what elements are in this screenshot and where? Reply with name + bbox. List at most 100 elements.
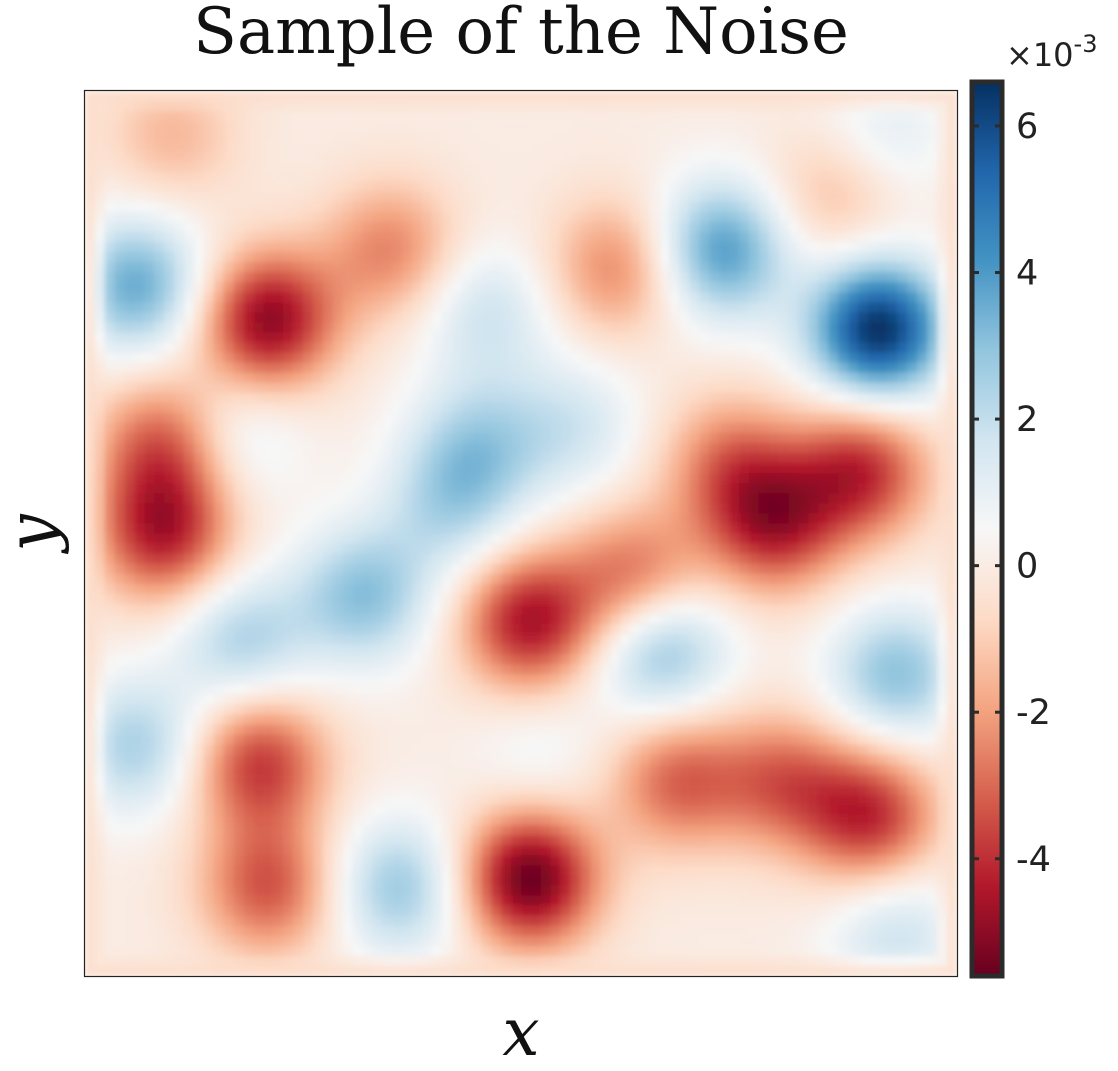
- heatmap-cell: [223, 382, 235, 394]
- heatmap-cell: [689, 634, 700, 645]
- heatmap-cell: [263, 292, 274, 303]
- heatmap-cell: [511, 483, 522, 494]
- heatmap-cell: [610, 563, 621, 575]
- heatmap-cell: [788, 624, 800, 635]
- heatmap-cell: [372, 483, 383, 494]
- heatmap-cell: [203, 272, 215, 283]
- heatmap-cell: [134, 292, 146, 303]
- heatmap-cell: [679, 523, 691, 535]
- heatmap-cell: [679, 241, 691, 253]
- heatmap-cell: [481, 342, 492, 354]
- heatmap-cell: [709, 272, 720, 283]
- heatmap-cell: [94, 654, 106, 665]
- heatmap-cell: [739, 251, 750, 263]
- heatmap-cell: [848, 624, 859, 635]
- heatmap-cell: [818, 161, 829, 173]
- heatmap-cell: [808, 583, 819, 595]
- heatmap-cell: [907, 644, 918, 655]
- heatmap-cell: [828, 312, 839, 323]
- heatmap-cell: [303, 352, 314, 364]
- heatmap-cell: [897, 282, 909, 293]
- heatmap-cell: [332, 261, 344, 273]
- heatmap-cell: [144, 322, 155, 333]
- heatmap-cell: [392, 261, 403, 273]
- heatmap-cell: [788, 634, 800, 645]
- heatmap-cell: [104, 533, 116, 545]
- heatmap-cell: [808, 141, 819, 152]
- heatmap-cell: [699, 442, 710, 454]
- heatmap-cell: [85, 101, 96, 112]
- heatmap-cell: [937, 382, 948, 394]
- heatmap-cell: [372, 553, 383, 565]
- heatmap-cell: [342, 603, 354, 615]
- heatmap-cell: [253, 141, 264, 152]
- heatmap-cell: [174, 292, 185, 303]
- heatmap-cell: [679, 141, 691, 152]
- heatmap-cell: [174, 141, 185, 152]
- heatmap-cell: [114, 91, 126, 102]
- heatmap-cell: [342, 422, 354, 434]
- heatmap-cell: [887, 392, 899, 404]
- heatmap-cell: [798, 181, 809, 193]
- heatmap-cell: [441, 131, 453, 142]
- heatmap-cell: [848, 111, 859, 122]
- heatmap-cell: [560, 533, 572, 545]
- heatmap-cell: [798, 161, 809, 173]
- heatmap-cell: [154, 352, 165, 364]
- heatmap-cell: [887, 131, 899, 142]
- heatmap-cell: [85, 463, 96, 474]
- heatmap-cell: [392, 553, 403, 565]
- heatmap-cell: [402, 593, 413, 605]
- heatmap-cell: [867, 181, 879, 193]
- heatmap-cell: [560, 453, 572, 464]
- heatmap-cell: [243, 362, 255, 374]
- heatmap-cell: [184, 282, 195, 293]
- heatmap-cell: [659, 131, 671, 142]
- heatmap-cell: [937, 231, 948, 243]
- heatmap-cell: [748, 241, 760, 253]
- heatmap-cell: [243, 141, 255, 152]
- heatmap-cell: [768, 201, 780, 213]
- heatmap-cell: [798, 513, 809, 525]
- heatmap-cell: [848, 543, 859, 555]
- heatmap-cell: [630, 382, 641, 394]
- heatmap-cell: [293, 382, 304, 394]
- heatmap-cell: [630, 362, 641, 374]
- heatmap-cell: [630, 121, 641, 132]
- heatmap-cell: [679, 442, 691, 454]
- heatmap-cell: [620, 282, 631, 293]
- heatmap-cell: [164, 603, 175, 615]
- heatmap-cell: [392, 342, 403, 354]
- heatmap-cell: [758, 302, 770, 313]
- heatmap-cell: [689, 613, 700, 625]
- heatmap-cell: [838, 312, 849, 323]
- heatmap-cell: [877, 543, 889, 555]
- heatmap-cell: [421, 141, 433, 152]
- heatmap-cell: [937, 523, 948, 535]
- heatmap-cell: [194, 91, 205, 102]
- heatmap-cell: [253, 513, 264, 525]
- heatmap-cell: [461, 151, 473, 162]
- heatmap-cell: [768, 372, 780, 384]
- heatmap-cell: [233, 593, 245, 605]
- heatmap-cell: [897, 593, 909, 605]
- heatmap-cell: [530, 101, 542, 112]
- heatmap-cell: [719, 573, 730, 585]
- heatmap-cell: [867, 251, 879, 263]
- heatmap-cell: [550, 372, 562, 384]
- heatmap-cell: [917, 593, 928, 605]
- heatmap-cell: [223, 503, 235, 514]
- heatmap-cell: [243, 543, 255, 555]
- heatmap-cell: [431, 453, 443, 464]
- heatmap-cell: [461, 131, 473, 142]
- heatmap-cell: [392, 422, 403, 434]
- heatmap-cell: [679, 211, 691, 223]
- heatmap-cell: [778, 402, 790, 414]
- heatmap-cell: [630, 392, 641, 404]
- heatmap-cell: [818, 422, 829, 434]
- heatmap-cell: [867, 231, 879, 243]
- heatmap-cell: [451, 634, 463, 645]
- heatmap-cell: [253, 624, 264, 635]
- heatmap-cell: [322, 493, 334, 504]
- heatmap-cell: [540, 111, 552, 122]
